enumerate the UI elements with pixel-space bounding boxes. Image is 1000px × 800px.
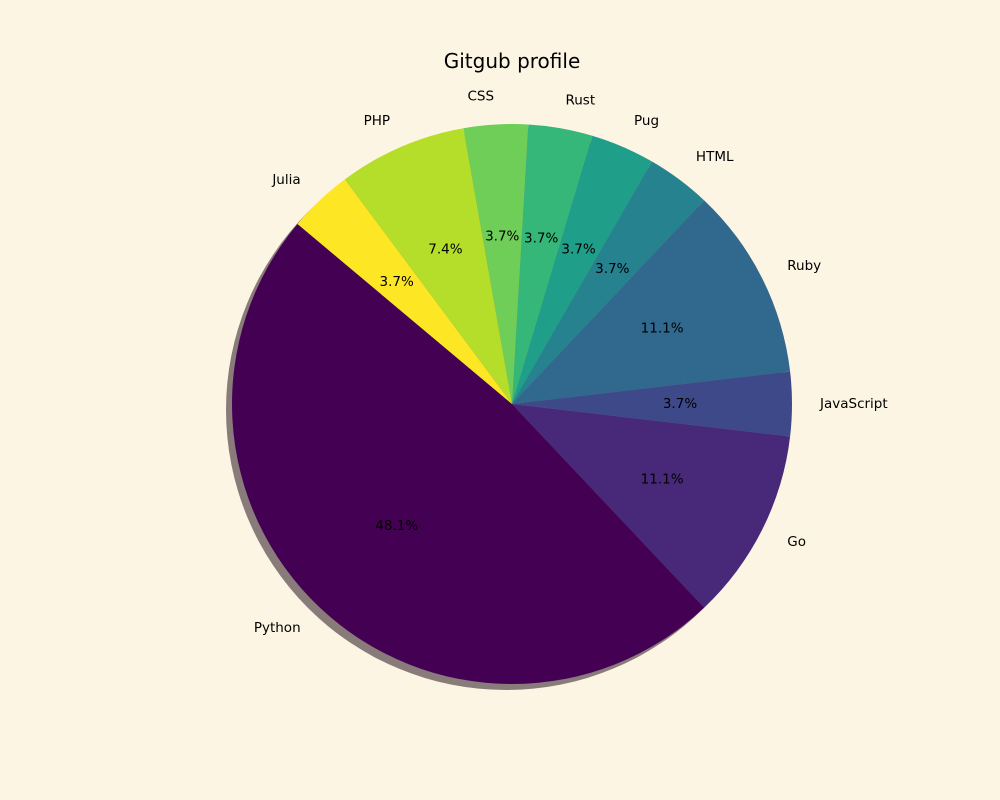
slice-label-css: CSS: [468, 89, 495, 105]
pie-slice-go: [512, 404, 791, 608]
percent-label-julia: 3.7%: [380, 274, 414, 290]
pie-slice-ruby: [512, 200, 791, 404]
pie-slice-julia: [297, 179, 512, 404]
slice-label-python: Python: [254, 620, 301, 636]
percent-label-python: 48.1%: [375, 518, 418, 534]
slice-label-html: HTML: [696, 149, 734, 165]
percent-label-go: 11.1%: [641, 471, 684, 487]
slice-labels: Python Go JavaScript Ruby HTML Pug Rust CSS PHP J…: [254, 89, 888, 637]
pie-slice-pug: [512, 135, 652, 404]
percent-label-pug: 3.7%: [561, 242, 595, 258]
pie-slice-css: [463, 124, 529, 404]
percent-label-css: 3.7%: [485, 228, 519, 244]
percent-label-php: 7.4%: [428, 242, 462, 258]
pie-slice-rust: [512, 124, 593, 404]
pie-slice-php: [344, 128, 512, 404]
chart-title: Gitgub profile: [444, 49, 581, 73]
percent-label-javascript: 3.7%: [663, 396, 697, 412]
pie-slice-javascript: [512, 371, 792, 437]
percent-label-rust: 3.7%: [524, 231, 558, 247]
slice-label-pug: Pug: [634, 113, 659, 129]
slice-label-php: PHP: [364, 113, 390, 129]
slice-label-julia: Julia: [271, 172, 300, 188]
slice-label-go: Go: [787, 534, 806, 550]
pie-slice-python: [232, 224, 705, 684]
pie-slices: [232, 124, 792, 684]
percent-label-html: 3.7%: [595, 261, 629, 277]
slice-label-ruby: Ruby: [787, 258, 821, 274]
pie-slice-html: [512, 161, 705, 404]
slice-label-rust: Rust: [565, 93, 595, 109]
percent-labels: 48.1%11.1%3.7%11.1%3.7%3.7%3.7%3.7%7.4%3…: [375, 228, 697, 534]
percent-label-ruby: 11.1%: [641, 321, 684, 337]
slice-label-javascript: JavaScript: [819, 396, 888, 412]
